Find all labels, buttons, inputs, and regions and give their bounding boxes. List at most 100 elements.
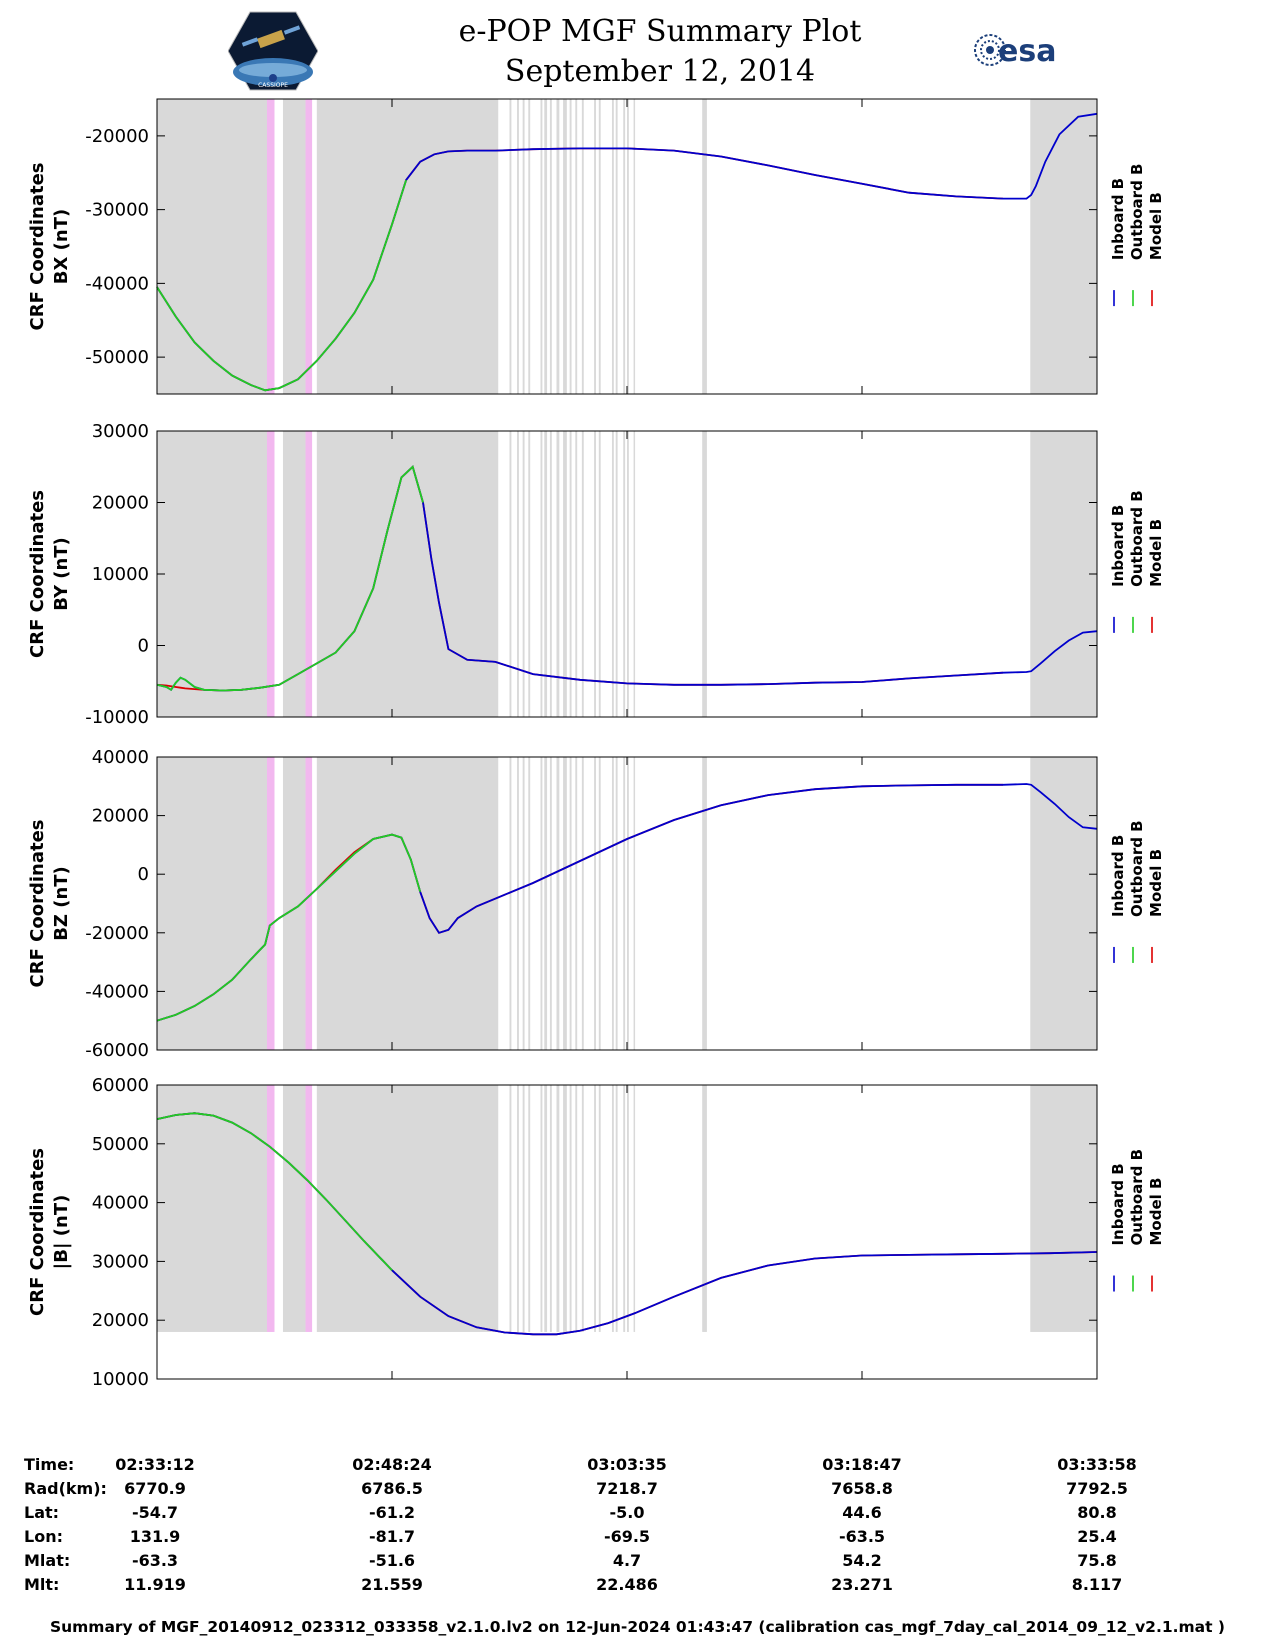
data-gap-band [316,99,499,394]
data-gap-band [594,431,596,717]
data-gap-band [633,1085,636,1332]
data-gap-band [517,99,519,394]
data-gap-band [522,1085,525,1332]
panel-bt: 60000 50000 40000 30000 20000 10000 CRF Coordi… [27,1075,1165,1390]
data-gap-band [702,99,707,394]
plot-date: September 12, 2014 [504,54,816,89]
data-gap-band [581,1085,584,1332]
data-gap-band [509,1085,512,1332]
y-axis-label: CRF Coordinates [27,1148,48,1316]
data-gap-band [563,431,567,717]
legend-label: Model B [1147,1178,1165,1246]
info-value: 22.486 [596,1575,658,1594]
data-gap-band [627,431,629,717]
cassiope-logo-text: CASSIOPE [258,82,288,89]
info-row-label: Mlat: [24,1551,71,1570]
data-gap-band [556,757,560,1050]
data-gap-band [563,1085,567,1332]
legend-label: Outboard B [1128,490,1146,587]
info-value: -63.3 [131,1551,179,1570]
y-tick-label: 40000 [92,747,149,768]
y-tick-label: 60000 [92,1075,149,1096]
orbit-info-table: Time: Rad(km): Lat: Lon: Mlat: Mlt: 02:33:12 67… [0,1455,1275,1615]
highlight-band [266,431,275,717]
data-gap-band [556,1085,560,1332]
plot-title: e-POP MGF Summary Plot [458,14,862,49]
data-gap-band [522,99,525,394]
y-tick-label: 20000 [92,493,149,514]
data-gap-band [528,99,531,394]
series-line-outboard-b [156,833,422,1022]
data-gap-band [522,757,525,1050]
legend-label: Model B [1147,519,1165,587]
data-gap-band [598,757,601,1050]
legend-label: Model B [1147,192,1165,260]
info-value: 7658.8 [831,1479,893,1498]
info-value: 23.271 [831,1575,893,1594]
y-tick-label: -60000 [85,1040,149,1061]
legend-label: Outboard B [1128,1149,1146,1246]
legend-label: Outboard B [1128,164,1146,261]
y-tick-label: 10000 [92,1369,149,1390]
data-gap-band [615,1085,618,1332]
info-value: 03:18:47 [822,1455,902,1474]
y-tick-label: 20000 [92,806,149,827]
data-gap-band [575,1085,578,1332]
data-gap-band [316,431,499,717]
y-axis-label: CRF Coordinates [27,163,48,331]
legend-label: Model B [1147,849,1165,917]
data-gap-band [540,1085,543,1332]
data-gap-band [528,757,531,1050]
info-value: 44.6 [842,1503,882,1522]
y-tick-label: -20000 [85,126,149,147]
panel-bz: 40000 20000 0 -20000 -40000 -60000 CRF Coordin… [27,747,1165,1061]
data-gap-band [633,431,636,717]
data-gap-band [615,757,618,1050]
info-value: -69.5 [603,1527,651,1546]
data-gap-band [544,431,548,717]
data-gap-band [282,757,306,1050]
panel-by: 30000 20000 10000 0 -10000 CRF Coordinates BY … [27,421,1165,728]
y-tick-label: 0 [138,864,149,885]
data-gap-band [316,1085,499,1332]
data-gap-band [611,1085,614,1332]
legend-label: Inboard B [1109,1163,1127,1245]
info-row-label: Lon: [24,1527,63,1546]
data-gap-band [544,99,548,394]
info-value: 03:03:35 [587,1455,667,1474]
info-value: 131.9 [129,1527,181,1546]
info-value: -61.2 [368,1503,416,1522]
data-gap-band [569,1085,572,1332]
y-tick-label: 10000 [92,564,149,585]
highlight-band [266,757,275,1050]
data-gap-band [509,431,512,717]
data-gap-band [1030,1085,1097,1332]
legend-label: Inboard B [1109,505,1127,587]
info-row-label: Lat: [24,1503,60,1522]
y-tick-label: 30000 [92,1251,149,1272]
data-gap-band [569,99,572,394]
data-gap-band [615,99,618,394]
esa-logo-icon: esa [974,34,1056,69]
info-value: -54.7 [131,1503,179,1522]
info-value: -51.6 [368,1551,416,1570]
y-tick-label: -30000 [85,200,149,221]
info-value: 25.4 [1077,1527,1117,1546]
data-gap-band [1030,431,1097,717]
data-gap-band [544,757,548,1050]
highlight-band [305,757,313,1050]
info-value: 21.559 [361,1575,423,1594]
data-gap-band [623,1085,626,1332]
info-row-label: Mlt: [24,1575,60,1594]
data-gap-band [517,1085,519,1332]
data-gap-band [569,431,572,717]
legend-label: Inboard B [1109,835,1127,917]
y-axis-label: |B| (nT) [51,1195,72,1270]
data-gap-band [627,99,629,394]
y-axis-label: BY (nT) [51,537,72,611]
data-gap-band [611,99,614,394]
data-gap-band [528,431,531,717]
cassiope-logo-icon: CASSIOPE [228,11,318,91]
data-gap-band [556,431,560,717]
